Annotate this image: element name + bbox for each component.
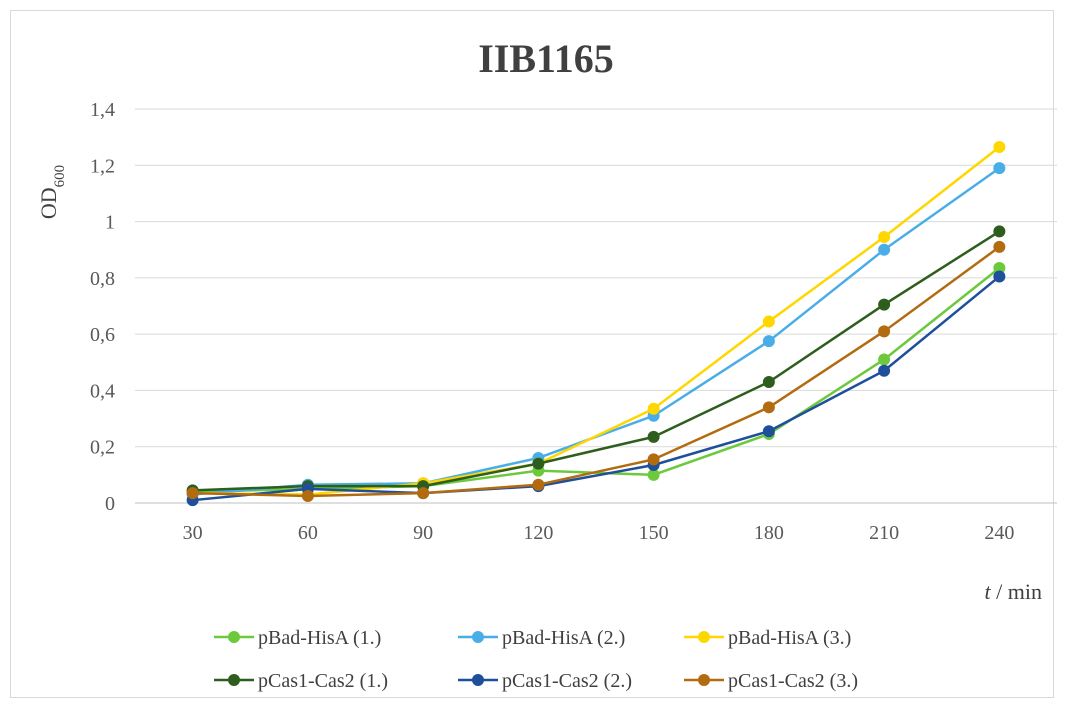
x-tick-label: 90 (413, 522, 433, 544)
data-point (417, 487, 430, 500)
y-tick-label: 1,2 (90, 155, 115, 177)
data-point (762, 425, 775, 438)
data-point (532, 457, 545, 470)
legend-marker (698, 674, 710, 686)
legend-label: pBad-HisA (3.) (728, 627, 851, 649)
data-point (878, 353, 891, 366)
data-point (762, 315, 775, 328)
series-line (192, 230, 1001, 492)
series-line (192, 267, 1001, 493)
y-tick-label: 0,2 (90, 437, 115, 459)
data-point (878, 325, 891, 338)
data-point (993, 225, 1006, 238)
series-4 (186, 225, 1006, 497)
x-axis-label: t / min (985, 579, 1042, 604)
legend-marker (698, 631, 710, 643)
x-axis-label-variable: t (985, 579, 992, 604)
legend-label: pBad-HisA (2.) (502, 627, 625, 649)
data-point (993, 162, 1006, 175)
data-point (301, 489, 314, 502)
series-6 (186, 240, 1006, 502)
data-point (762, 375, 775, 388)
legend-marker (228, 674, 240, 686)
x-axis-ticks: 30 60 90 120 150 180 210 240 (183, 522, 1015, 544)
data-point (762, 335, 775, 348)
y-tick-label: 0,6 (90, 324, 115, 346)
series-group (186, 140, 1006, 507)
x-tick-label: 150 (639, 522, 669, 544)
legend-label: pCas1-Cas2 (2.) (502, 670, 632, 692)
legend-label: pCas1-Cas2 (1.) (258, 670, 388, 692)
y-tick-label: 1 (105, 212, 115, 234)
data-point (878, 243, 891, 256)
legend-item: pCas1-Cas2 (3.) (684, 670, 858, 692)
legend-label: pBad-HisA (1.) (258, 627, 381, 649)
y-tick-label: 0,4 (90, 380, 115, 402)
data-point (878, 298, 891, 311)
y-tick-label: 0 (105, 493, 115, 515)
data-point (878, 364, 891, 377)
gridlines (135, 108, 1057, 448)
y-axis-label: OD600 (36, 165, 68, 219)
data-point (993, 140, 1006, 153)
data-point (186, 487, 199, 500)
data-point (647, 402, 660, 415)
y-axis-label-main: OD (36, 187, 61, 219)
legend-item: pBad-HisA (2.) (458, 627, 625, 649)
data-point (647, 430, 660, 443)
data-point (647, 468, 660, 481)
x-tick-label: 210 (869, 522, 899, 544)
legend-label: pCas1-Cas2 (3.) (728, 670, 858, 692)
legend-marker (472, 631, 484, 643)
legend-marker (228, 631, 240, 643)
y-axis-ticks: 0 0,2 0,4 0,6 0,8 1 1,2 1,4 (90, 99, 115, 515)
data-point (993, 240, 1006, 253)
data-point (532, 478, 545, 491)
chart-title: IIB1165 (478, 36, 614, 81)
series-1 (186, 262, 1006, 498)
y-tick-label: 0,8 (90, 268, 115, 290)
legend-marker (472, 674, 484, 686)
x-tick-label: 180 (754, 522, 784, 544)
data-point (993, 270, 1006, 283)
x-tick-label: 60 (298, 522, 318, 544)
chart-frame (10, 10, 1054, 698)
y-tick-label: 1,4 (90, 99, 115, 121)
legend-item: pCas1-Cas2 (2.) (458, 670, 632, 692)
x-tick-label: 30 (183, 522, 203, 544)
series-line (192, 146, 1001, 496)
legend-item: pCas1-Cas2 (1.) (214, 670, 388, 692)
data-point (878, 231, 891, 244)
x-tick-label: 240 (984, 522, 1014, 544)
data-point (762, 401, 775, 414)
data-point (993, 262, 1006, 275)
legend: pBad-HisA (1.) pBad-HisA (2.) pBad-HisA (3… (214, 627, 858, 692)
legend-item: pBad-HisA (3.) (684, 627, 851, 649)
legend-item: pBad-HisA (1.) (214, 627, 381, 649)
x-axis-label-unit: / min (991, 579, 1042, 604)
series-line (192, 245, 1001, 498)
y-axis-label-subscript: 600 (52, 165, 68, 188)
data-point (647, 453, 660, 466)
x-tick-label: 120 (523, 522, 553, 544)
series-line (192, 275, 1001, 502)
